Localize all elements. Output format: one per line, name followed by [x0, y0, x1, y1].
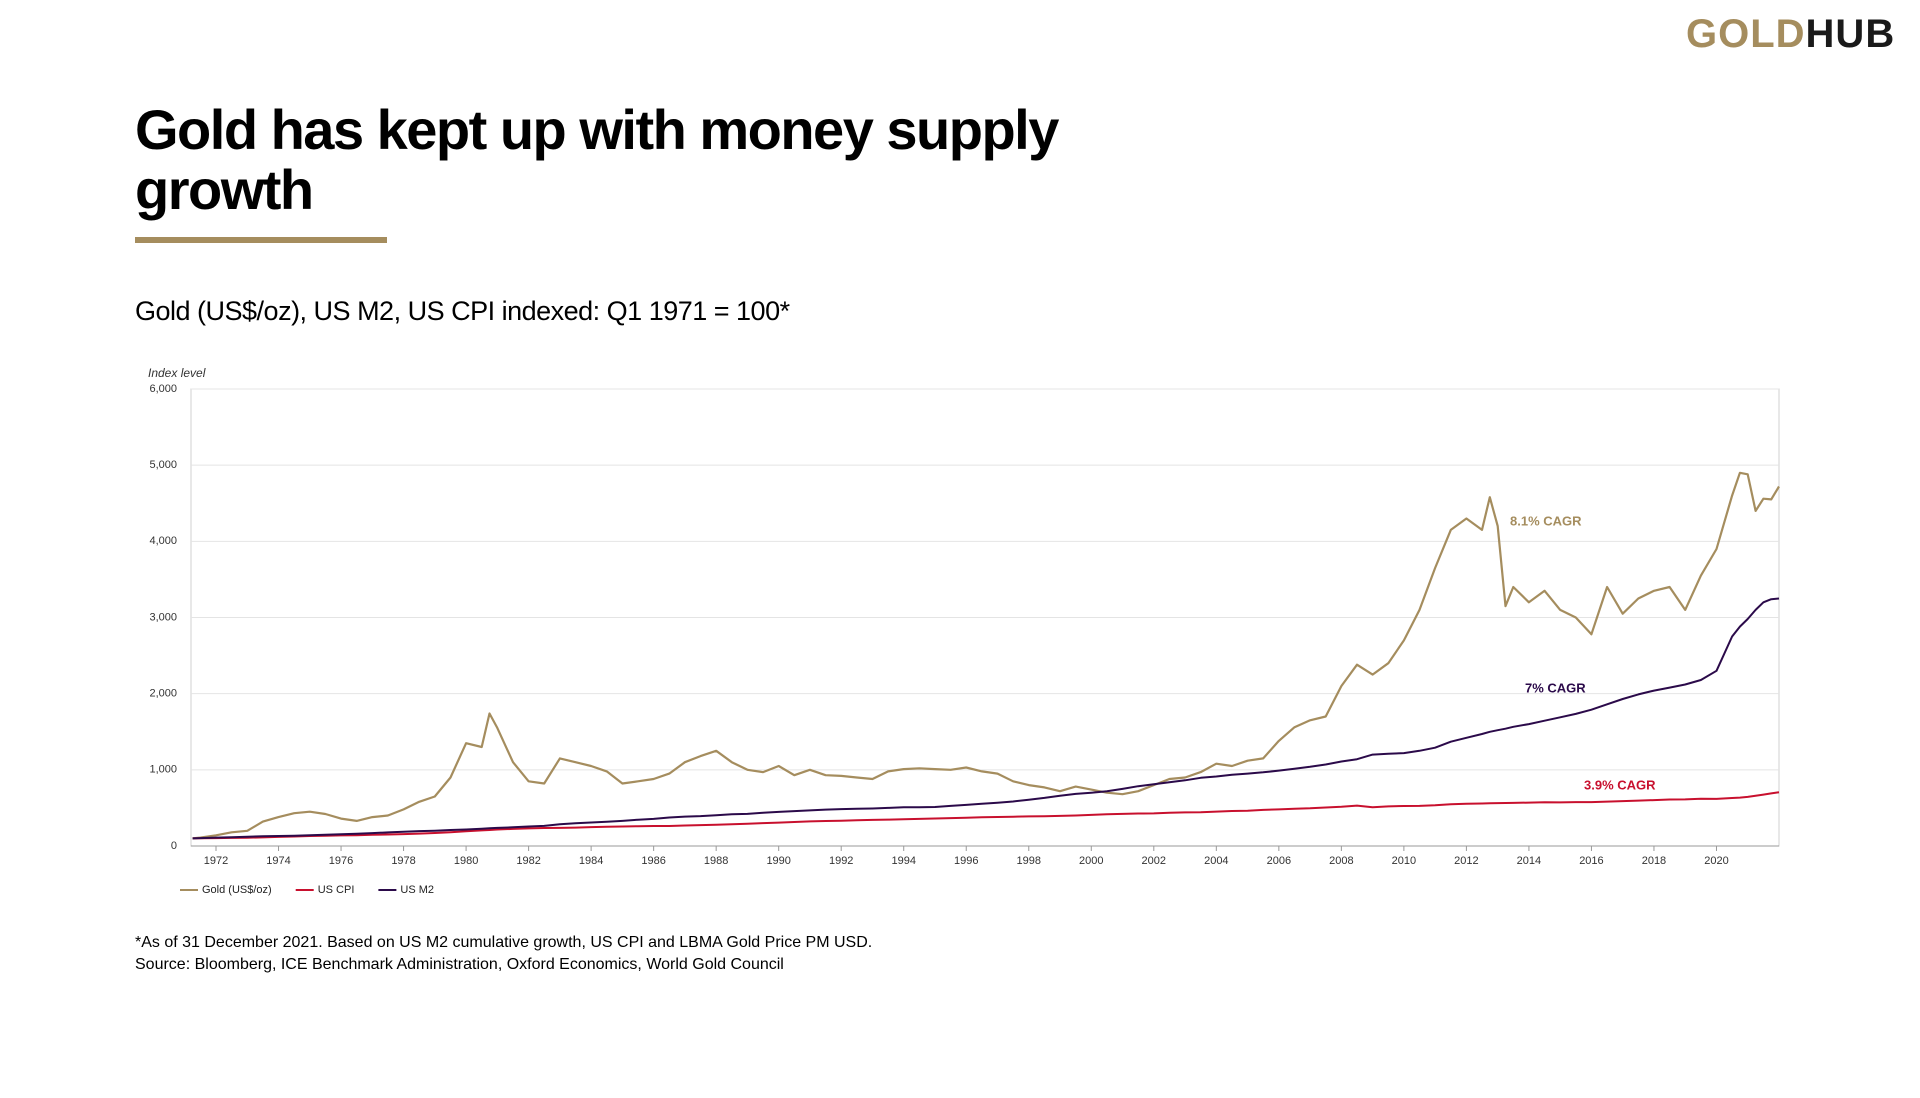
- x-tick-label: 1996: [954, 855, 978, 867]
- annotation: 7% CAGR: [1525, 680, 1586, 695]
- heading: Gold has kept up with money supply growth: [135, 98, 1059, 221]
- footnote: *As of 31 December 2021. Based on US M2 …: [135, 934, 872, 951]
- x-tick-label: 2006: [1267, 855, 1291, 867]
- heading-line: Gold has kept up with money supply: [135, 98, 1059, 161]
- legend-label: US CPI: [318, 884, 355, 896]
- x-tick-label: 2002: [1142, 855, 1166, 867]
- x-tick-label: 2016: [1579, 855, 1603, 867]
- logo: GOLDHUB: [1686, 12, 1895, 56]
- x-tick-label: 2012: [1454, 855, 1478, 867]
- chart-title: Gold (US$/oz), US M2, US CPI indexed: Q1…: [135, 296, 791, 326]
- series-line: [192, 471, 1780, 840]
- heading-rule: [135, 237, 387, 243]
- logo-hub: HUB: [1806, 12, 1896, 56]
- x-tick-label: 2018: [1642, 855, 1666, 867]
- legend-label: Gold (US$/oz): [202, 884, 272, 896]
- x-tick-label: 1986: [641, 855, 665, 867]
- x-tick-label: 1974: [266, 855, 290, 867]
- source: Source: Bloomberg, ICE Benchmark Adminis…: [135, 956, 784, 973]
- x-tick-label: 1998: [1017, 855, 1041, 867]
- series-line: [192, 597, 1780, 840]
- x-tick-label: 2000: [1079, 855, 1103, 867]
- x-tick-label: 2014: [1517, 855, 1541, 867]
- x-tick-label: 2004: [1204, 855, 1228, 867]
- y-tick-label: 5,000: [149, 459, 177, 471]
- annotation: 8.1% CAGR: [1510, 513, 1582, 528]
- y-tick-label: 0: [171, 840, 177, 852]
- x-tick-label: 2010: [1392, 855, 1416, 867]
- x-tick-label: 1992: [829, 855, 853, 867]
- x-tick-label: 1984: [579, 855, 603, 867]
- heading-line: growth: [135, 158, 313, 221]
- y-tick-label: 2,000: [149, 688, 177, 700]
- x-tick-label: 1990: [766, 855, 790, 867]
- x-tick-label: 1976: [329, 855, 353, 867]
- logo-gold: GOLD: [1686, 12, 1806, 56]
- y-tick-label: 3,000: [149, 611, 177, 623]
- x-tick-label: 1980: [454, 855, 478, 867]
- x-tick-label: 1982: [516, 855, 540, 867]
- x-tick-label: 2008: [1329, 855, 1353, 867]
- y-tick-label: 4,000: [149, 535, 177, 547]
- x-tick-label: 1978: [391, 855, 415, 867]
- x-tick-label: 2020: [1704, 855, 1728, 867]
- x-tick-label: 1972: [204, 855, 228, 867]
- annotation: 3.9% CAGR: [1584, 777, 1656, 792]
- y-tick-label: 6,000: [149, 383, 177, 395]
- x-tick-label: 1994: [891, 855, 915, 867]
- y-tick-label: 1,000: [149, 764, 177, 776]
- x-tick-label: 1988: [704, 855, 728, 867]
- legend-label: US M2: [400, 884, 434, 896]
- series-line: [192, 791, 1780, 840]
- y-axis-label: Index level: [148, 366, 206, 380]
